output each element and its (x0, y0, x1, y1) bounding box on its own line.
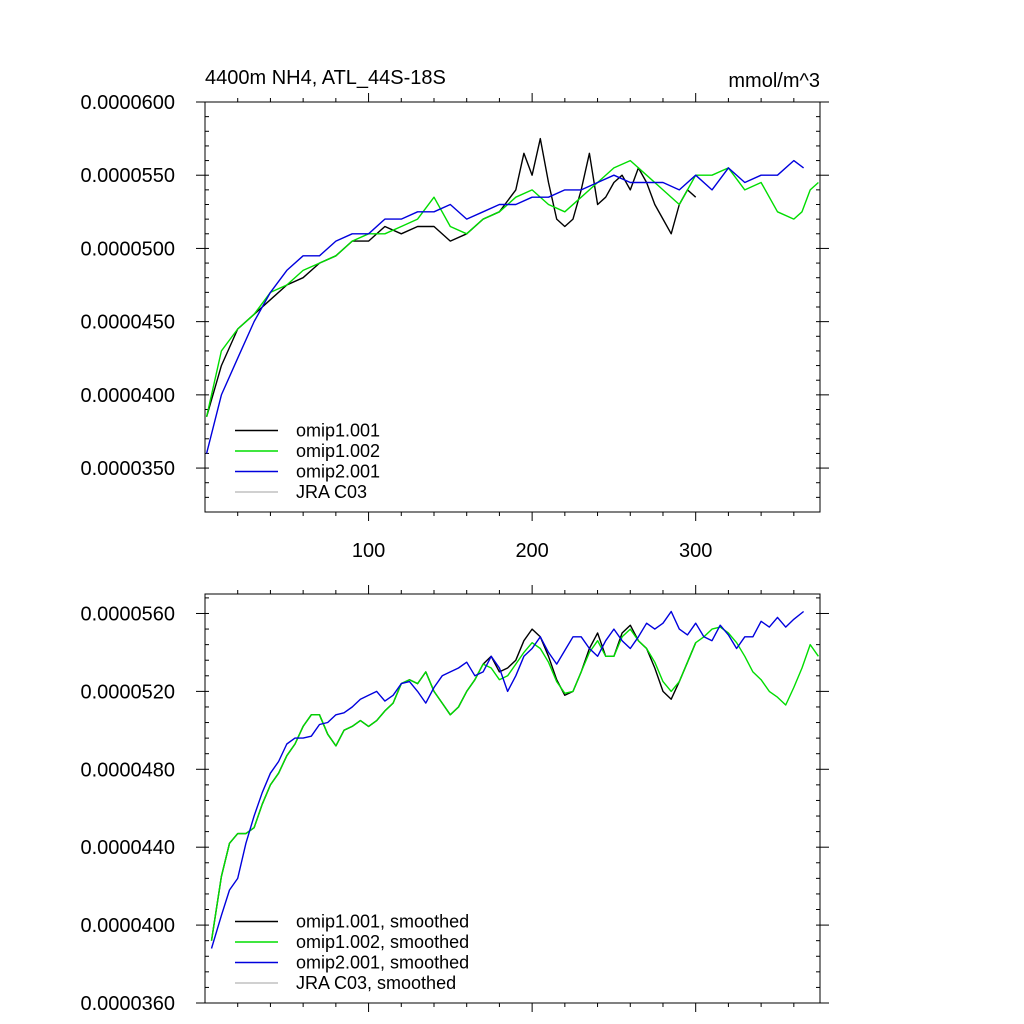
bottom-chart-panel: 0.0000360 0.0000400 0.0000440 0.0000480 0.00… (80, 585, 829, 1015)
series-line-omip1-002 (205, 159, 819, 417)
y-tick-label: 0.0000520 (80, 681, 175, 703)
legend-label: omip2.001, smoothed (296, 953, 469, 973)
legend-label: JRA C03 (296, 482, 367, 502)
y-tick-label: 0.0000500 (80, 238, 175, 260)
y-tick-label: 0.0000550 (80, 165, 175, 187)
legend-label: JRA C03, smoothed (296, 973, 456, 993)
y-tick-label: 0.0000600 (80, 92, 175, 114)
y-tick-label: 0.0000560 (80, 603, 175, 625)
plot-frame (204, 593, 821, 1004)
y-tick-label: 0.0000440 (80, 837, 175, 859)
x-tick-label: 100 (352, 540, 385, 562)
legend-label: omip1.002 (296, 441, 380, 461)
series-line-omip2-001 (205, 159, 805, 454)
x-tick-label: 200 (515, 540, 548, 562)
y-tick-label: 0.0000350 (80, 458, 175, 480)
legend-label: omip2.001 (296, 462, 380, 482)
top-chart-panel: 0.0000350 0.0000400 0.0000450 0.0000500 0.00… (80, 67, 829, 562)
y-tick-label: 0.0000400 (80, 915, 175, 937)
series-line-omip1-001-smoothed (210, 624, 697, 941)
series-line-omip1-002-smoothed (210, 626, 819, 941)
chart-title: 4400m NH4, ATL_44S-18S (205, 67, 446, 89)
legend-label: omip1.002, smoothed (296, 932, 469, 952)
series-line-omip2-001-smoothed (210, 610, 805, 949)
series-lines (205, 137, 819, 454)
x-tick-label: 300 (679, 540, 712, 562)
y-tick-label: 0.0000360 (80, 993, 175, 1015)
legend-label: omip1.001 (296, 421, 380, 441)
y-tick-label: 0.0000480 (80, 759, 175, 781)
units-label: mmol/m^3 (728, 70, 820, 92)
y-tick-label: 0.0000400 (80, 385, 175, 407)
series-line-omip1-001 (205, 137, 697, 417)
series-lines (210, 610, 819, 949)
y-tick-label: 0.0000450 (80, 312, 175, 334)
legend-label: omip1.001, smoothed (296, 912, 469, 932)
